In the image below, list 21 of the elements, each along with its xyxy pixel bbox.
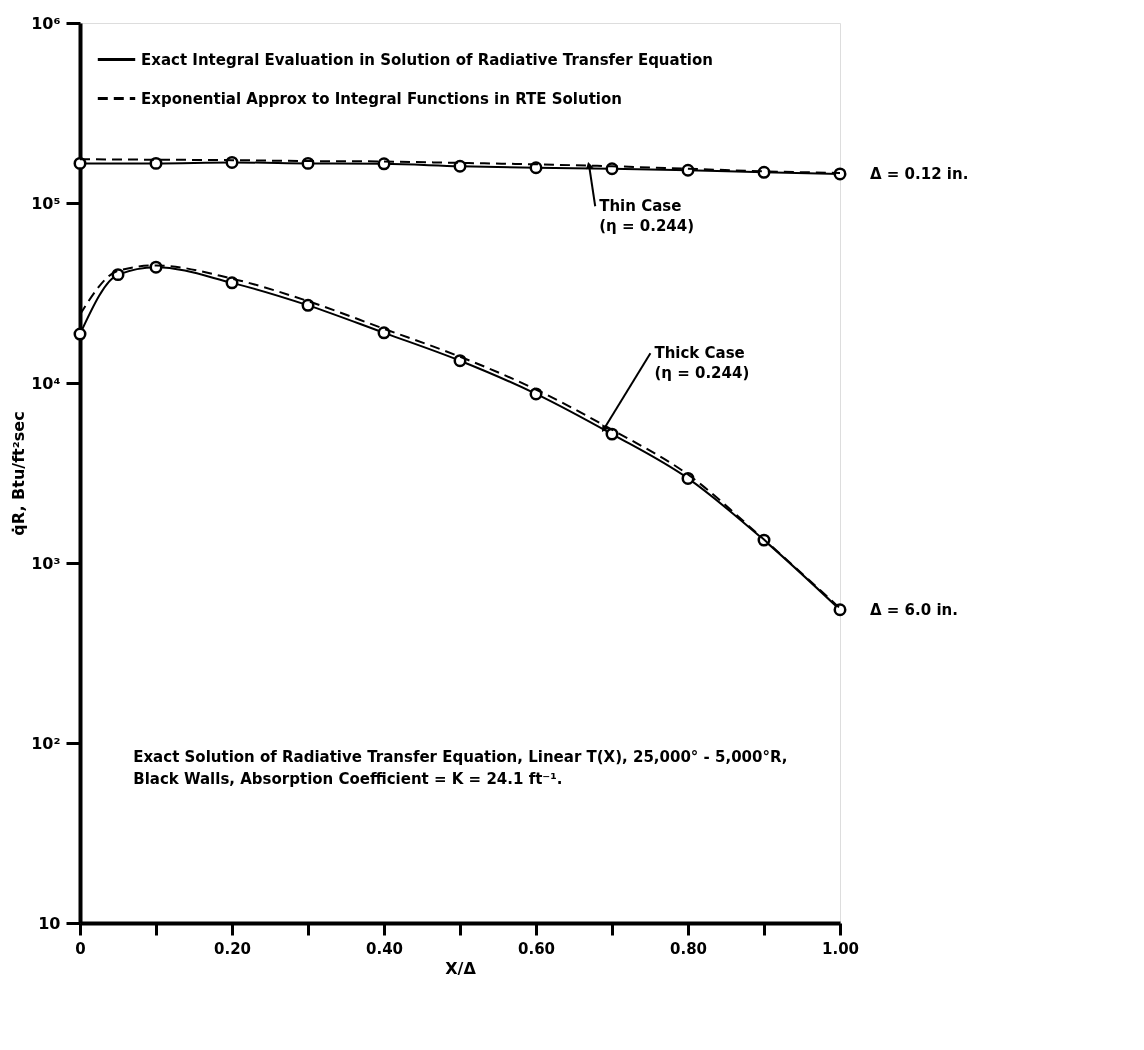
y-tick-label: 10³ [31,553,61,573]
x-tick-label: 0.20 [213,939,252,958]
legend-label: Exponential Approx to Integral Functions in RTE Solution [141,89,622,108]
annotation: Thin Case (η = 0.244) [599,197,695,236]
y-tick-label: 10⁶ [31,13,61,33]
x-tick-label: 0.40 [365,939,404,958]
y-tick-label: 10⁴ [31,373,61,393]
x-tick-label: 0.60 [517,939,556,958]
legend-label: Exact Integral Evaluation in Solution of Radiative Transfer Equation [141,50,713,69]
y-tick-label: 10² [31,733,61,753]
x-axis-title: X/Δ [445,958,477,978]
y-tick-label: 10 [38,913,61,933]
y-tick-label: 10⁵ [31,193,61,213]
annotation: Exact Solution of Radiative Transfer Equation, Linear T(X), 25,000° - 5,000°R, Black Walls, Absorption Coefficient = K = 24.1 ft⁻¹. [133,747,788,788]
annotation: Δ = 0.12 in. [870,164,969,183]
annotation: Δ = 6.0 in. [870,600,958,619]
x-tick-label: 1.00 [821,939,860,958]
x-tick-label: 0 [75,939,86,958]
annotation: Thick Case (η = 0.244) [654,344,750,383]
y-axis-title: q̇R, Btu/ft²sec [9,411,29,536]
x-tick-label: 0.80 [669,939,708,958]
